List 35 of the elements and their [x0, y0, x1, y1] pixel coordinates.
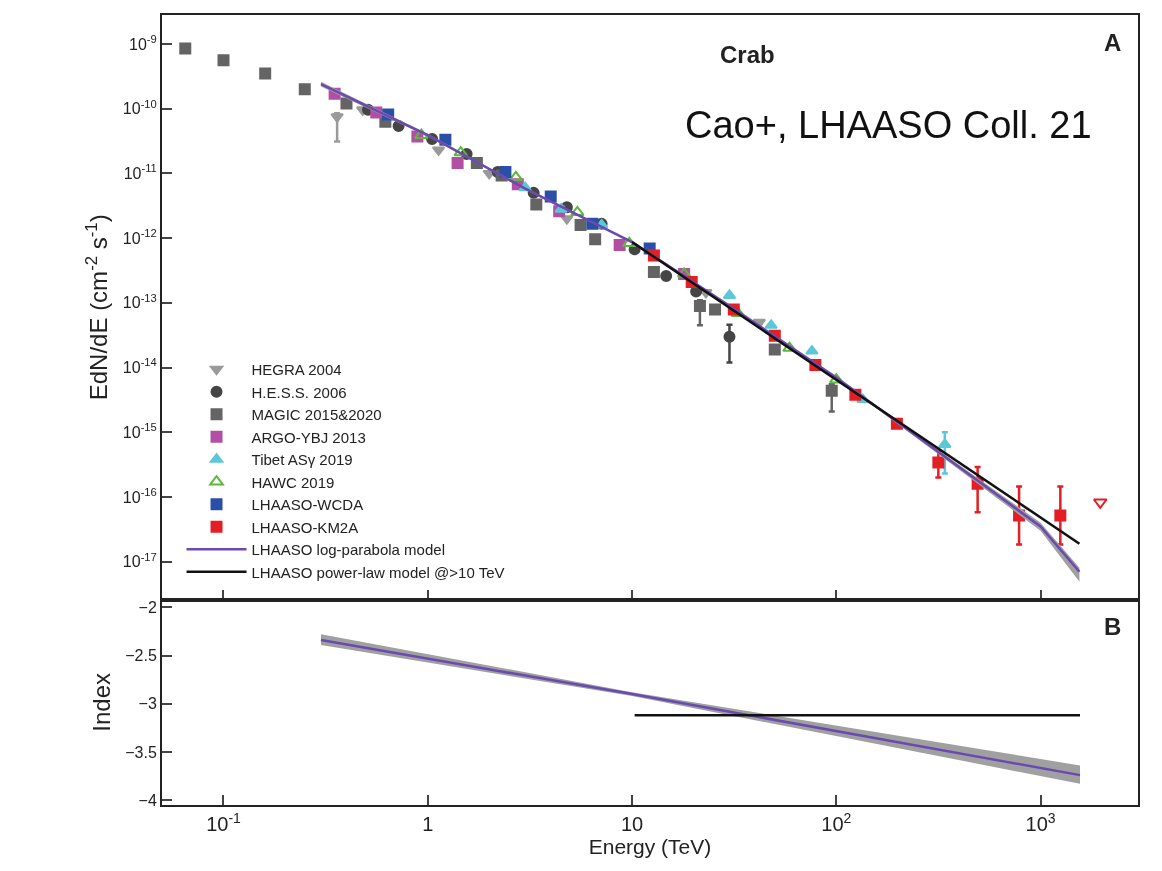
text: Crab: [720, 41, 775, 68]
legend-label: MAGIC 2015&2020: [251, 406, 382, 424]
legend-label: LHAASO log-parabola model: [251, 541, 445, 559]
annotation: B: [1104, 613, 1122, 640]
legend-label: LHAASO-WCDA: [251, 496, 364, 514]
y-tick-label: 10$^{-16}$: [122, 485, 157, 506]
annotation: A: [1104, 29, 1122, 56]
y-tick-label: −3.5: [125, 743, 157, 761]
legend-label: Tibet ASγ 2019: [251, 451, 353, 469]
y-tick-label: 10$^{-13}$: [122, 291, 157, 312]
y-tick-label: −2.5: [125, 647, 157, 665]
y-axis-title: Index: [87, 672, 115, 732]
y-tick-label: 10$^{-14}$: [122, 356, 157, 377]
legend-label: HEGRA 2004: [251, 361, 342, 379]
y-tick-label: −2: [138, 598, 157, 616]
y-tick-label: 10$^{-10}$: [122, 97, 157, 118]
legend-label: LHAASO-KM2A: [251, 518, 359, 536]
legend-label: ARGO-YBJ 2013: [251, 428, 366, 446]
x-tick-label: 10$^{3}$: [1025, 809, 1056, 835]
x-axis-title: Energy (TeV): [588, 835, 712, 858]
annotation: Cao+, LHAASO Coll. 21: [685, 104, 1092, 146]
x-tick-label: 10: [620, 813, 644, 835]
y-tick-label: 10$^{-15}$: [122, 421, 157, 441]
y-tick-label: 10$^{-17}$: [122, 550, 157, 571]
x-tick-label: 10$^{-1}$: [206, 809, 242, 835]
legend-label: H.E.S.S. 2006: [251, 383, 347, 401]
y-tick-label: 10$^{-11}$: [123, 162, 157, 182]
y-tick-label: −3: [138, 695, 157, 713]
legend-label: LHAASO power-law model @>10 TeV: [251, 563, 505, 581]
legend-label: HAWC 2019: [251, 473, 335, 491]
y-tick-label: 10$^{-12}$: [122, 226, 157, 247]
x-tick-label: 1: [422, 813, 434, 835]
y-tick-label: 10$^{-9}$: [129, 32, 157, 53]
y-tick-label: −4: [138, 791, 157, 809]
x-tick-label: 10$^{2}$: [821, 809, 852, 835]
